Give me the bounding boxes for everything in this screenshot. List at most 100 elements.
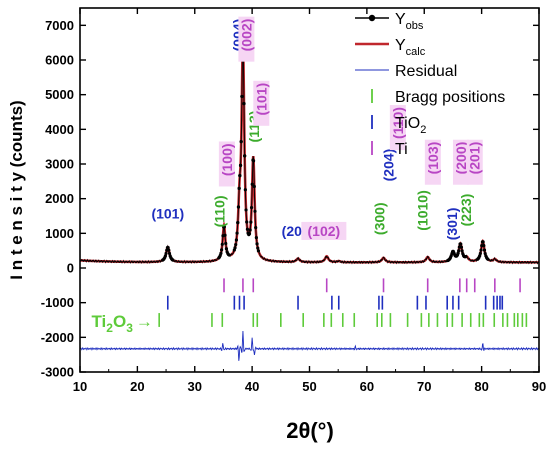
hkl-annotation: (110) (389, 105, 406, 151)
obs-point (254, 226, 258, 230)
x-tick-label: 40 (245, 379, 259, 394)
hkl-label: (1010) (415, 190, 431, 230)
annotation-layer: (101) (110)(100)(004)(002)(113)(101)(200)… (151, 16, 483, 241)
obs-point (457, 249, 461, 253)
obs-point (254, 236, 258, 240)
bragg-layer: Ti2O3 → (91, 278, 528, 335)
obs-point (245, 227, 250, 231)
hkl-annotation: (1010) (415, 190, 431, 230)
obs-point (250, 182, 254, 186)
obs-point (227, 253, 231, 257)
legend-item: Ycalc (355, 37, 426, 58)
obs-point (243, 188, 247, 192)
obs-point (249, 220, 253, 224)
hkl-annotation: (201) (466, 139, 483, 185)
x-tick-label: 50 (302, 379, 316, 394)
obs-point (249, 205, 254, 210)
obs-point (243, 154, 247, 158)
obs-point (256, 246, 260, 250)
obs-point (459, 245, 464, 249)
y-tick-label: 5000 (45, 87, 74, 102)
hkl-label: (002) (238, 19, 254, 52)
y-tick-label: 2000 (45, 191, 74, 206)
obs-point (224, 247, 229, 251)
hkl-label: (103) (425, 142, 441, 175)
hkl-label: (110) (211, 195, 227, 227)
x-tick-label: 70 (417, 379, 431, 394)
legend-label: Bragg positions (395, 89, 505, 106)
hkl-label: (301) (444, 208, 460, 241)
x-axis-title: 2θ(°) (286, 418, 334, 443)
hkl-label: (100) (219, 143, 235, 176)
hkl-annotation: (002) (238, 16, 255, 62)
hkl-annotation: (301) (444, 208, 460, 241)
obs-point (240, 94, 244, 99)
hkl-highlight (452, 139, 469, 185)
obs-point (220, 242, 224, 246)
hkl-label: (101) (151, 206, 184, 222)
legend-item: Bragg positions (371, 89, 505, 106)
obs-point (163, 254, 167, 258)
legend-item: TiO2 (371, 115, 426, 136)
hkl-highlight (389, 105, 406, 151)
obs-point (248, 228, 252, 232)
x-tick-label: 60 (360, 379, 374, 394)
obs-point (166, 245, 170, 250)
hkl-label: (102) (308, 223, 341, 239)
y-tick-label: 0 (67, 261, 74, 276)
obs-point (224, 241, 228, 246)
obs-point (486, 257, 490, 261)
legend-label: TiO2 (395, 115, 426, 136)
obs-point (463, 255, 468, 259)
obs-point (171, 258, 175, 262)
hkl-label: (204) (381, 149, 397, 182)
hkl-highlight (466, 139, 483, 185)
obs-point (236, 221, 240, 225)
y-tick-label: -1000 (41, 295, 74, 310)
y-tick-label: 6000 (45, 53, 74, 68)
obs-point (219, 251, 223, 255)
obs-point (252, 159, 256, 163)
y-tick-label: -3000 (41, 365, 74, 380)
obs-point (255, 242, 259, 246)
x-tick-label: 30 (188, 379, 202, 394)
obs-point (478, 251, 482, 256)
legend-item: Yobs (355, 11, 424, 32)
obs-point (479, 248, 483, 252)
obs-point (481, 240, 485, 244)
hkl-annotation: (101) (151, 206, 184, 222)
obs-point (238, 174, 242, 178)
obs-point (244, 208, 248, 212)
obs-point (482, 248, 487, 252)
residual-layer (79, 330, 540, 361)
legend-item: Ti (371, 141, 408, 158)
hkl-highlight (238, 16, 255, 62)
legend: Yobs Ycalc Residual Bragg positions TiO2 Ti (355, 11, 505, 158)
obs-point (220, 248, 224, 252)
obs-point (235, 231, 239, 235)
hkl-annotation: (100) (218, 141, 235, 187)
obs-point (459, 242, 463, 246)
residual-series-line (79, 330, 540, 361)
hkl-label: (200) (453, 142, 469, 175)
obs-point (237, 186, 241, 190)
hkl-annotation: (204) (381, 149, 397, 182)
obs-point (239, 140, 243, 144)
obs-point (164, 251, 168, 256)
legend-label: Residual (395, 63, 457, 80)
hkl-highlight (301, 221, 347, 240)
y-tick-label: 4000 (45, 122, 74, 137)
obs-point (167, 251, 172, 256)
obs-point (252, 184, 256, 189)
y-axis-title: I n t e n s i t y (counts) (7, 100, 26, 279)
obs-point (456, 251, 460, 256)
hkl-annotation: (200) (452, 139, 469, 185)
obs-point (167, 248, 171, 252)
legend-label: Ycalc (395, 37, 426, 58)
hkl-annotation: (101) (253, 80, 270, 126)
hkl-highlight (424, 139, 441, 185)
hkl-annotation: (103) (424, 139, 441, 185)
hkl-label: (110) (390, 107, 406, 139)
obs-point (247, 232, 252, 236)
